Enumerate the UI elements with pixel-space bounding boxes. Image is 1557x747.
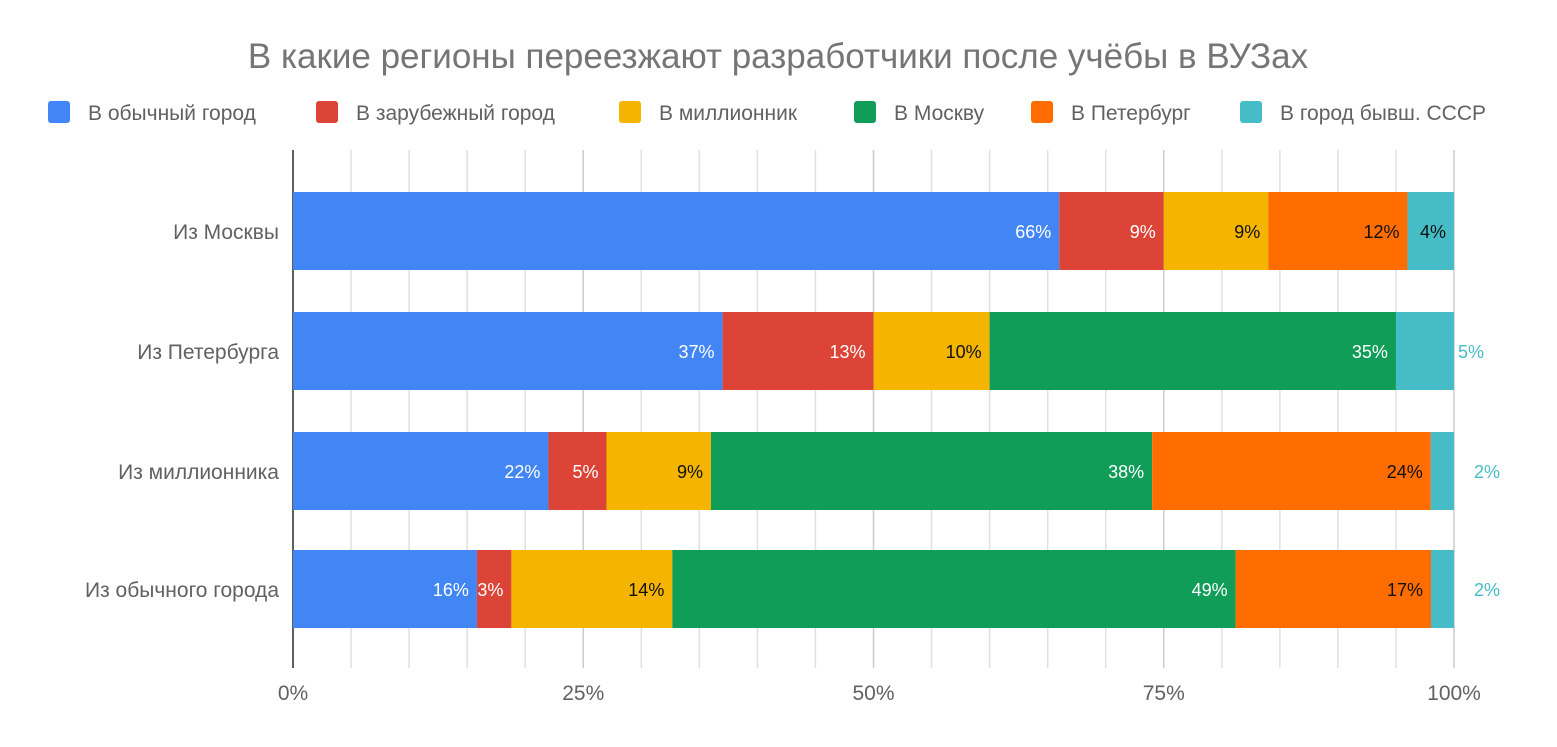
data-label: 10% bbox=[946, 342, 982, 362]
data-label: 17% bbox=[1387, 580, 1423, 600]
category-label: Из Петербурга bbox=[137, 341, 279, 364]
legend-label: В Москву bbox=[894, 102, 985, 125]
legend-item[interactable]: В обычный город bbox=[48, 101, 256, 125]
legend-item[interactable]: В миллионник bbox=[619, 101, 798, 125]
legend-label: В зарубежный город bbox=[356, 102, 555, 125]
bar-segment[interactable] bbox=[293, 550, 477, 628]
bar-segment[interactable] bbox=[1431, 550, 1454, 628]
x-tick-label: 75% bbox=[1143, 682, 1185, 705]
data-label: 37% bbox=[679, 342, 715, 362]
data-label: 16% bbox=[433, 580, 469, 600]
data-label: 22% bbox=[504, 462, 540, 482]
legend-swatch bbox=[1031, 101, 1053, 123]
data-label: 9% bbox=[1234, 222, 1260, 242]
category-label: Из миллионника bbox=[118, 461, 279, 484]
data-label: 35% bbox=[1352, 342, 1388, 362]
bar-row: 16% 3% 14% 49% 17% 2% bbox=[293, 550, 1500, 628]
bar-segment[interactable] bbox=[511, 550, 673, 628]
x-axis-labels: 0% 25% 50% 75% 100% bbox=[278, 682, 1481, 705]
legend-label: В Петербург bbox=[1071, 102, 1191, 125]
x-tick-label: 25% bbox=[562, 682, 604, 705]
bar-segment[interactable] bbox=[606, 432, 711, 510]
data-label: 5% bbox=[1458, 342, 1484, 362]
data-label: 49% bbox=[1192, 580, 1228, 600]
category-label: Из обычного города bbox=[85, 579, 279, 602]
data-label: 24% bbox=[1387, 462, 1423, 482]
bar-segment[interactable] bbox=[1268, 192, 1408, 270]
bar-row: 22% 5% 9% 38% 24% 2% bbox=[293, 432, 1500, 510]
x-tick-label: 50% bbox=[852, 682, 894, 705]
bar-segment[interactable] bbox=[1407, 192, 1454, 270]
bar-segment[interactable] bbox=[1395, 312, 1454, 390]
bar-segment[interactable] bbox=[293, 432, 549, 510]
bar-segment[interactable] bbox=[1235, 550, 1432, 628]
x-tick-label: 100% bbox=[1427, 682, 1481, 705]
data-label: 5% bbox=[572, 462, 598, 482]
bar-row: 66%9%9%0%12%4% bbox=[293, 192, 1454, 270]
data-label: 13% bbox=[829, 342, 865, 362]
legend-item[interactable]: В город бывш. СССР bbox=[1240, 101, 1486, 125]
data-label: 9% bbox=[1130, 222, 1156, 242]
data-label: 3% bbox=[477, 580, 503, 600]
data-label: 38% bbox=[1108, 462, 1144, 482]
x-tick-label: 0% bbox=[278, 682, 308, 705]
data-label: 66% bbox=[1015, 222, 1051, 242]
bar-segment[interactable] bbox=[1163, 192, 1269, 270]
bar-segment[interactable] bbox=[989, 312, 1396, 390]
bar-row: 37%13%10%35%0%5% bbox=[293, 312, 1486, 390]
legend-swatch bbox=[1240, 101, 1262, 123]
data-label: 12% bbox=[1364, 222, 1400, 242]
category-label: Из Москвы bbox=[173, 221, 279, 244]
chart-title: В какие регионы переезжают разработчики … bbox=[248, 37, 1309, 76]
legend-label: В миллионник bbox=[659, 102, 798, 125]
bar-segment[interactable] bbox=[710, 432, 1153, 510]
legend-item[interactable]: В Петербург bbox=[1031, 101, 1191, 125]
bar-segment[interactable] bbox=[1430, 432, 1454, 510]
data-label: 2% bbox=[1474, 462, 1500, 482]
bar-segment[interactable] bbox=[293, 192, 1060, 270]
bar-segment[interactable] bbox=[293, 312, 723, 390]
bar-segment[interactable] bbox=[1152, 432, 1431, 510]
bar-segment[interactable] bbox=[672, 550, 1236, 628]
legend-label: В город бывш. СССР bbox=[1280, 102, 1486, 125]
legend-swatch bbox=[854, 101, 876, 123]
legend: В обычный город В зарубежный город В милли… bbox=[48, 101, 1486, 125]
bar-segment[interactable] bbox=[476, 550, 512, 628]
data-label: 14% bbox=[628, 580, 664, 600]
bars: 66%9%9%0%12%4%37%13%10%35%0%5%22%5%9%38%… bbox=[293, 192, 1500, 628]
data-label: 4% bbox=[1420, 222, 1446, 242]
legend-item[interactable]: В Москву bbox=[854, 101, 985, 125]
legend-swatch bbox=[48, 101, 70, 123]
data-label: 9% bbox=[677, 462, 703, 482]
bar-segment[interactable] bbox=[873, 312, 990, 390]
category-labels: Из Москвы Из Петербурга Из миллионника Из о… bbox=[85, 221, 279, 602]
bar-segment[interactable] bbox=[548, 432, 607, 510]
legend-swatch bbox=[316, 101, 338, 123]
bar-segment[interactable] bbox=[1059, 192, 1164, 270]
legend-label: В обычный город bbox=[88, 102, 256, 125]
bar-segment[interactable] bbox=[722, 312, 874, 390]
legend-swatch bbox=[619, 101, 641, 123]
legend-item[interactable]: В зарубежный город bbox=[316, 101, 555, 125]
data-label: 2% bbox=[1474, 580, 1500, 600]
